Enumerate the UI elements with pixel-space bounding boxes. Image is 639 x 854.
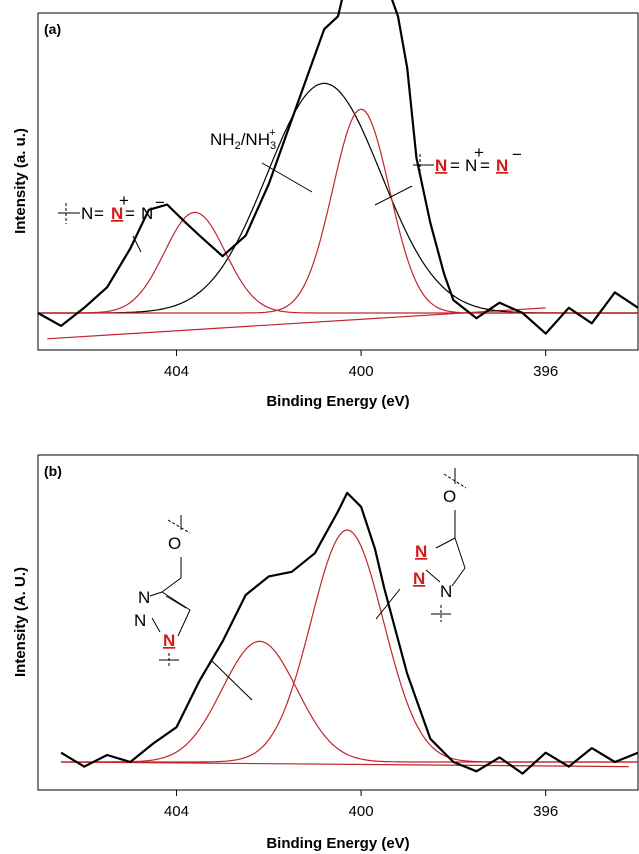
panel-a-x-axis: 404 400 396: [164, 350, 558, 380]
triazole-n1-ring-bond-c: [149, 591, 163, 597]
triazole-n2n3-oxygen: O: [443, 487, 456, 506]
panel-a-x-axis-title: Binding Energy (eV): [266, 393, 409, 410]
panel-a-y-axis-title: Intensity (a. u.): [12, 128, 29, 234]
azide-central-bond1: =: [94, 204, 104, 223]
amine-leader-line: [261, 162, 313, 193]
azide-central-n1: N: [81, 204, 93, 223]
triazole-n1-oxygen: O: [168, 534, 181, 553]
azide-terminal-bond2: =: [480, 156, 490, 175]
x-tick-label: 400: [349, 363, 374, 380]
panel-a-label: (a): [44, 21, 61, 37]
amine-label: NH2/NH3+: [210, 127, 276, 152]
panel-a-annotation-azide-terminal: N = N + = N −: [374, 143, 522, 206]
fit-component-curve: [38, 211, 638, 314]
panel-a-curves: [37, 0, 639, 340]
azide-terminal-leader-line: [374, 185, 413, 206]
triazole-n2n3-ring-bond-c: [425, 569, 441, 583]
panel-b-label: (b): [44, 463, 62, 479]
triazole-n2n3-link-bond: [435, 537, 456, 549]
triazole-n1-atom-n3: N: [138, 588, 150, 607]
triazole-n1-ring-bond-a: [161, 591, 191, 611]
panel-a-annotation-azide-central: N = N + = N −: [58, 191, 165, 253]
fit-component-curve: [61, 640, 638, 763]
triazole-n1-ring-bond-double: [165, 595, 187, 609]
x-tick-label: 396: [533, 363, 558, 380]
triazole-n1-leader-line: [211, 660, 253, 701]
triazole-n2n3-atom-n1: N: [440, 582, 452, 601]
triazole-n1-ring-bond-d: [151, 617, 161, 633]
panel-b-annotation-triazole-n2n3: O N N N: [375, 468, 467, 622]
triazole-n2n3-wavy-bond: [443, 473, 467, 489]
panel-b-plot-frame: [37, 454, 639, 791]
triazole-n2n3-ring-bond-b: [451, 567, 466, 587]
x-tick-label: 400: [349, 803, 374, 820]
triazole-n1-atom-n1-highlighted: N: [163, 631, 175, 650]
triazole-n1-ring-bond-b: [177, 609, 191, 637]
x-tick-label: 396: [533, 803, 558, 820]
triazole-n1-link-bond: [161, 577, 182, 593]
azide-terminal-n2: N: [465, 156, 477, 175]
panel-b-x-axis-title: Binding Energy (eV): [266, 835, 409, 852]
measured-spectrum-line: [60, 491, 639, 775]
azide-terminal-bond1: =: [450, 156, 460, 175]
triazole-n2n3-leader-line: [375, 588, 401, 620]
panel-a-chart: (a) 404 400 396 Binding Energy (eV) Intens…: [12, 0, 639, 410]
panel-a-annotation-amine: NH2/NH3+: [210, 127, 313, 193]
azide-terminal-n1-highlighted: N: [435, 156, 447, 175]
azide-central-n2-highlighted: N: [111, 204, 123, 223]
azide-central-n3: N: [141, 204, 153, 223]
triazole-n2n3-ring-bond-a: [454, 537, 466, 569]
panel-a-plot-frame: [37, 12, 639, 351]
measured-spectrum-line: [37, 0, 639, 335]
azide-terminal-charge-plus: +: [474, 143, 484, 162]
x-tick-label: 404: [164, 803, 189, 820]
triazole-n1-wavy-bond: [167, 519, 191, 534]
panel-b-curves: [60, 491, 639, 775]
azide-terminal-charge-minus: −: [512, 145, 522, 164]
azide-central-charge-minus: −: [155, 193, 165, 212]
panel-b-annotation-triazole-n1: O N N N: [134, 515, 253, 701]
azide-central-bond2: =: [125, 204, 135, 223]
triazole-n2n3-atom-n3-highlighted: N: [415, 542, 427, 561]
azide-central-charge-plus: +: [119, 191, 129, 210]
panel-b-x-axis: 404 400 396: [164, 790, 558, 820]
fit-component-curve: [61, 529, 638, 763]
triazole-n2n3-atom-n2-highlighted: N: [413, 569, 425, 588]
azide-terminal-n3-highlighted: N: [496, 156, 508, 175]
baseline-line: [61, 761, 629, 768]
panel-b-chart: (b) 404 400 396 Binding Energy (eV) Intens…: [12, 454, 639, 852]
triazole-n1-atom-n2: N: [134, 611, 146, 630]
panel-b-y-axis-title: Intensity (A. U.): [12, 567, 29, 677]
azide-central-leader-line: [132, 235, 142, 253]
x-tick-label: 404: [164, 363, 189, 380]
